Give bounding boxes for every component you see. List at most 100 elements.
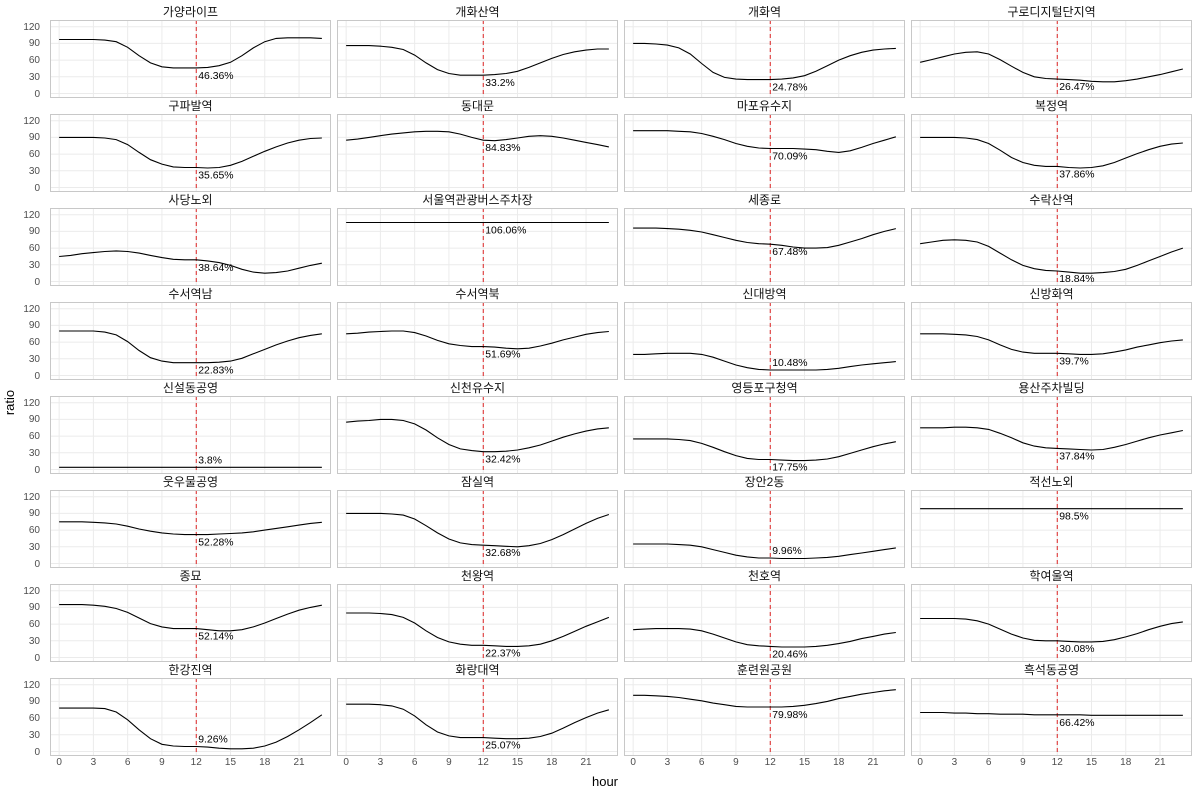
y-axis-title-text: ratio [2,389,18,415]
panel-plot: 25.07% [337,678,618,756]
ratio-line [59,37,322,69]
panel-percent-label: 66.42% [1059,718,1094,729]
panel-border [337,302,618,380]
ratio-line [633,628,896,648]
panel-plot: 52.14% [50,584,331,662]
panel-border [624,396,905,474]
facet-panel: 동대문 84.83% [337,98,618,192]
y-tick-label: 0 [34,276,40,288]
panel-percent-label: 32.42% [485,455,520,466]
panel-title: 구파발역 [168,99,213,113]
facet-row: 0 30 60 90 120 사당노외 38.64% 서울역관광버스주차장 106.06% 세종로… [18,192,1192,288]
panel-percent-label: 84.83% [485,143,520,154]
x-tick-label: 15 [1085,757,1098,768]
x-tick-label: 18 [833,757,845,768]
facet-panel: 사당노외 38.64% [50,192,331,286]
ratio-line [59,330,322,364]
x-tick-label: 15 [224,757,237,768]
x-tick-label: 15 [511,757,524,768]
y-tick-label: 60 [28,243,40,255]
facet-panel: 용산주차빌딩 37.84% [911,380,1192,474]
facet-row: 0 30 60 90 120 종묘 52.14% 천왕역 22.37% 천호역 20.46% 학여울역… [18,568,1192,663]
y-axis-tick-labels: 0 30 60 90 120 [18,4,44,100]
panel-plot: 22.37% [337,584,618,662]
x-axis-tick-labels: 0 3 6 9 12 15 18 21 [911,756,1192,772]
panel-percent-label: 30.08% [1059,644,1094,655]
panel-percent-label: 98.5% [1059,512,1089,523]
panel-title: 천호역 [747,569,782,583]
facet-panel: 흑석동공영 66.42% [911,662,1192,756]
x-axis-tick-labels: 0 3 6 9 12 15 18 21 [337,756,618,772]
panel-border [911,302,1192,380]
panel-border [50,114,331,192]
x-axis-tick-labels: 0 3 6 9 12 15 18 21 [624,756,905,772]
ratio-line [346,418,609,453]
facet-panel: 마포유수지 70.09% [624,98,905,192]
panel-percent-label: 9.26% [198,734,228,745]
x-tick-label: 0 [917,757,923,768]
x-tick-label: 3 [377,757,384,768]
facet-panel: 웃우물공영 52.28% [50,474,331,568]
panel-border [911,114,1192,192]
x-tick-label: 3 [664,757,671,768]
panel-border [911,678,1192,756]
panel-percent-label: 20.46% [772,649,807,660]
panel-plot: 39.7% [911,302,1192,380]
ratio-line [59,250,322,274]
facet-panel: 세종로 67.48% [624,192,905,286]
y-tick-label: 60 [28,337,40,349]
panel-plot: 32.68% [337,490,618,568]
y-tick-label: 90 [28,132,40,144]
panel-plot: 98.5% [911,490,1192,568]
ratio-line [633,689,896,708]
panel-plot: 46.36% [50,20,331,98]
panel-border [911,208,1192,286]
x-tick-label: 21 [867,757,879,768]
y-tick-label: 0 [34,182,40,194]
panel-percent-label: 9.96% [772,546,802,557]
panel-plot: 106.06% [337,208,618,286]
panel-border [624,678,905,756]
panel-border [624,584,905,662]
y-axis-tick-labels: 0 30 60 90 120 [18,286,44,381]
panel-plot: 22.83% [50,302,331,380]
facet-panel: 영등포구청역 17.75% [624,380,905,474]
y-tick-label: 0 [34,88,40,100]
panel-border [50,20,331,98]
panel-title: 웃우물공영 [162,475,219,489]
x-axis-tick-labels: 0 3 6 9 12 15 18 21 [50,756,331,772]
facet-row: 0 30 60 90 120 수서역남 22.83% 수서역북 51.69% 신대방역 10.48%… [18,286,1192,381]
panel-border [624,490,905,568]
facet-panel: 신설동공영 3.8% [50,380,331,474]
y-tick-label: 60 [28,525,40,537]
x-tick-label: 9 [446,757,452,768]
panel-title: 흑석동공영 [1023,663,1080,677]
panel-border [337,584,618,662]
y-tick-label: 120 [23,491,40,503]
y-tick-label: 30 [28,259,40,271]
x-tick-label: 9 [159,757,165,768]
x-tick-label: 9 [1020,757,1026,768]
panel-plot: 18.84% [911,208,1192,286]
facet-panel: 한강진역 9.26% [50,662,331,756]
panel-title: 천왕역 [460,569,495,583]
panel-border [911,20,1192,98]
panel-plot: 37.84% [911,396,1192,474]
panel-title: 수락산역 [1029,193,1074,207]
x-tick-label: 0 [56,757,62,768]
panel-title: 학여울역 [1029,569,1074,583]
y-tick-label: 30 [28,541,40,553]
panel-title: 화랑대역 [455,663,500,677]
facet-panel: 수서역북 51.69% [337,286,618,380]
panel-title: 서울역관광버스주차장 [422,193,533,207]
facet-panel: 종묘 52.14% [50,568,331,662]
ratio-line [633,130,897,153]
ratio-line [346,330,609,350]
y-tick-label: 90 [28,508,40,520]
x-tick-label: 0 [630,757,636,768]
panel-plot: 67.48% [624,208,905,286]
x-axis-title: hour [18,772,1192,794]
y-axis-tick-labels: 0 30 60 90 120 [18,380,44,475]
panel-border [50,584,331,662]
